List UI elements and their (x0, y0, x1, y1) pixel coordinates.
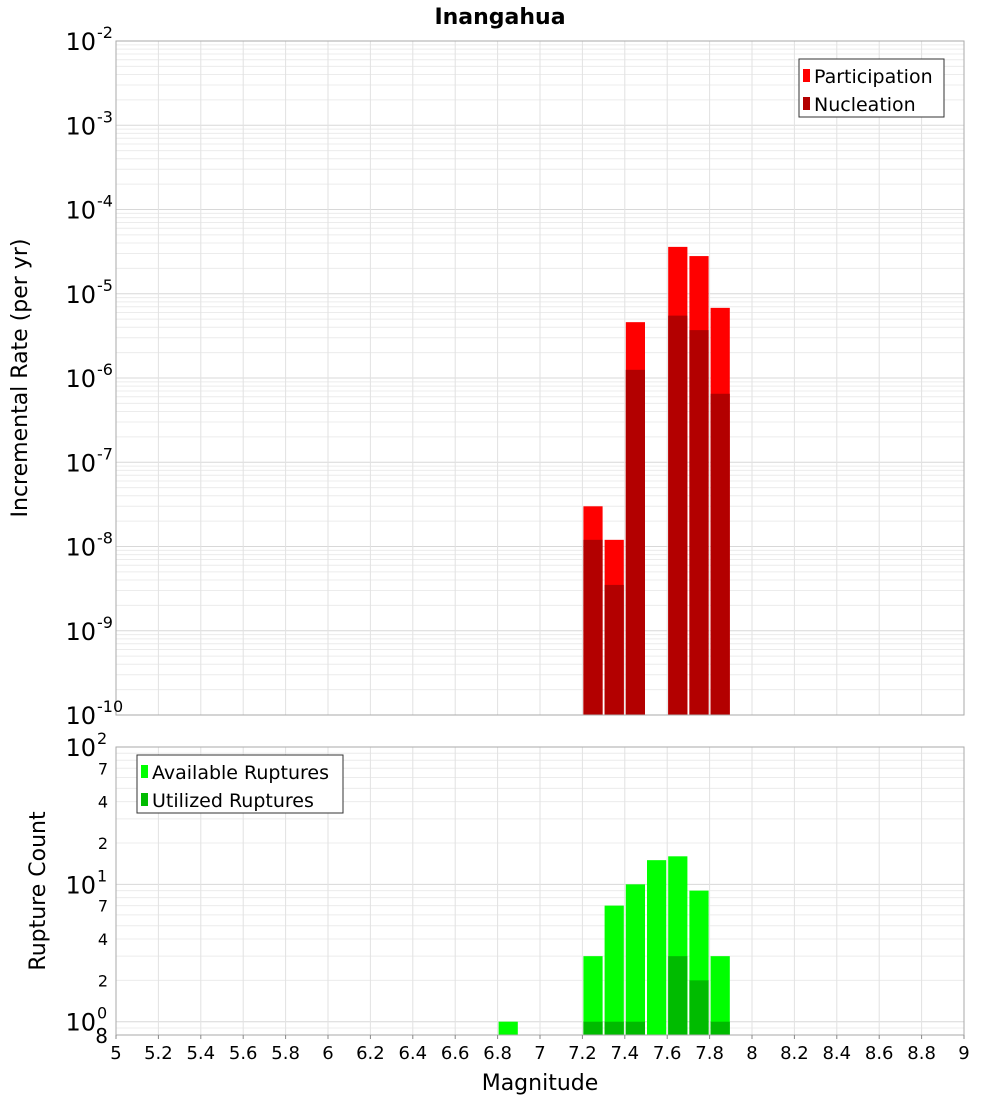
bottom-ytick-label: 10 (65, 1009, 96, 1037)
top-bar-b (668, 315, 688, 715)
xtick-label: 7.6 (653, 1043, 682, 1064)
xtick-label: 6.4 (398, 1043, 427, 1064)
xtick-label: 7.8 (695, 1043, 724, 1064)
xtick-label: 8.2 (780, 1043, 809, 1064)
bottom-ytick-minor-label: 7 (98, 759, 108, 778)
top-ytick-label-exp: -10 (97, 697, 123, 716)
xtick-label: 9 (958, 1043, 969, 1064)
bottom-bar-b (668, 956, 688, 1035)
top-plot-frame (115, 40, 965, 716)
bottom-bar-a (710, 956, 730, 1035)
xtick-label: 7.4 (610, 1043, 639, 1064)
bottom-bar-a (647, 860, 667, 1035)
bottom-ytick-min-label: 8 (95, 1024, 108, 1048)
bottom-ytick-minor-label: 4 (98, 793, 108, 812)
xtick-label: 6 (322, 1043, 333, 1064)
bottom-ytick-minor-label: 2 (98, 971, 108, 990)
top-ytick-label-exp: -2 (97, 23, 113, 42)
bottom-bar-a (583, 956, 603, 1035)
bottom-bar-a (498, 1021, 518, 1035)
xlabel: Magnitude (482, 1071, 599, 1096)
bottom-ytick-label-exp: 2 (97, 729, 107, 748)
bottom-bar-b (583, 1021, 603, 1035)
xtick-label: 5 (110, 1043, 121, 1064)
top-ylabel: Incremental Rate (per yr) (8, 239, 33, 518)
xtick-label: 5.4 (186, 1043, 215, 1064)
top-ytick-label: 10 (65, 534, 96, 562)
top-bar-b (689, 330, 709, 715)
bottom-legend-swatch (141, 765, 148, 778)
bottom-bar-b (604, 1021, 624, 1035)
bottom-bar-a (604, 905, 624, 1035)
bottom-bar-b (625, 1021, 645, 1035)
top-ytick-label-exp: -4 (97, 192, 113, 211)
top-ytick-label: 10 (65, 702, 96, 730)
bottom-ytick-label: 10 (65, 734, 96, 762)
top-legend-label: Participation (814, 66, 933, 88)
top-legend-label: Nucleation (814, 94, 916, 116)
top-ytick-label: 10 (65, 618, 96, 646)
top-ytick-label-exp: -9 (97, 613, 113, 632)
bottom-legend-label: Utilized Ruptures (152, 790, 314, 812)
xtick-label: 6.2 (356, 1043, 385, 1064)
bottom-legend-swatch (141, 793, 148, 806)
xtick-label: 8.8 (907, 1043, 936, 1064)
top-ytick-label: 10 (65, 365, 96, 393)
top-bar-b (710, 393, 730, 715)
bottom-ytick-label-exp: 0 (97, 1004, 107, 1023)
top-ytick-label-exp: -6 (97, 360, 113, 379)
top-legend-swatch (803, 97, 810, 110)
bottom-bar-a (625, 884, 645, 1035)
top-legend (798, 58, 945, 118)
bottom-legend-label: Available Ruptures (152, 762, 329, 784)
top-ytick-label-exp: -8 (97, 529, 113, 548)
xtick-label: 8.4 (822, 1043, 851, 1064)
xtick-label: 8.6 (865, 1043, 894, 1064)
xtick-label: 7.2 (568, 1043, 597, 1064)
xtick-label: 5.6 (229, 1043, 258, 1064)
bottom-ylabel: Rupture Count (26, 811, 51, 971)
top-bar-b (583, 539, 603, 715)
chart-title: Inangahua (434, 5, 565, 30)
top-bar-b (625, 369, 645, 715)
top-ytick-label: 10 (65, 281, 96, 309)
bottom-legend (136, 754, 344, 814)
bottom-ytick-minor-label: 2 (98, 834, 108, 853)
top-ytick-label: 10 (65, 197, 96, 225)
bottom-ytick-label-exp: 1 (97, 866, 107, 885)
bottom-ytick-minor-label: 4 (98, 930, 108, 949)
bottom-bar-b (689, 980, 709, 1035)
bottom-bar-b (710, 1021, 730, 1035)
xtick-label: 7 (534, 1043, 545, 1064)
xtick-label: 5.2 (144, 1043, 173, 1064)
xtick-label: 6.6 (441, 1043, 470, 1064)
top-legend-swatch (803, 69, 810, 82)
top-ytick-label: 10 (65, 112, 96, 140)
top-ytick-label: 10 (65, 28, 96, 56)
top-bar-b (604, 584, 624, 715)
top-ytick-label-exp: -5 (97, 276, 113, 295)
bottom-ytick-minor-label: 7 (98, 897, 108, 916)
xtick-label: 8 (746, 1043, 757, 1064)
top-ytick-label-exp: -7 (97, 444, 113, 463)
bottom-ytick-label: 10 (65, 871, 96, 899)
top-ytick-label: 10 (65, 449, 96, 477)
xtick-label: 5.8 (271, 1043, 300, 1064)
top-ytick-label-exp: -3 (97, 107, 113, 126)
xtick-label: 6.8 (483, 1043, 512, 1064)
